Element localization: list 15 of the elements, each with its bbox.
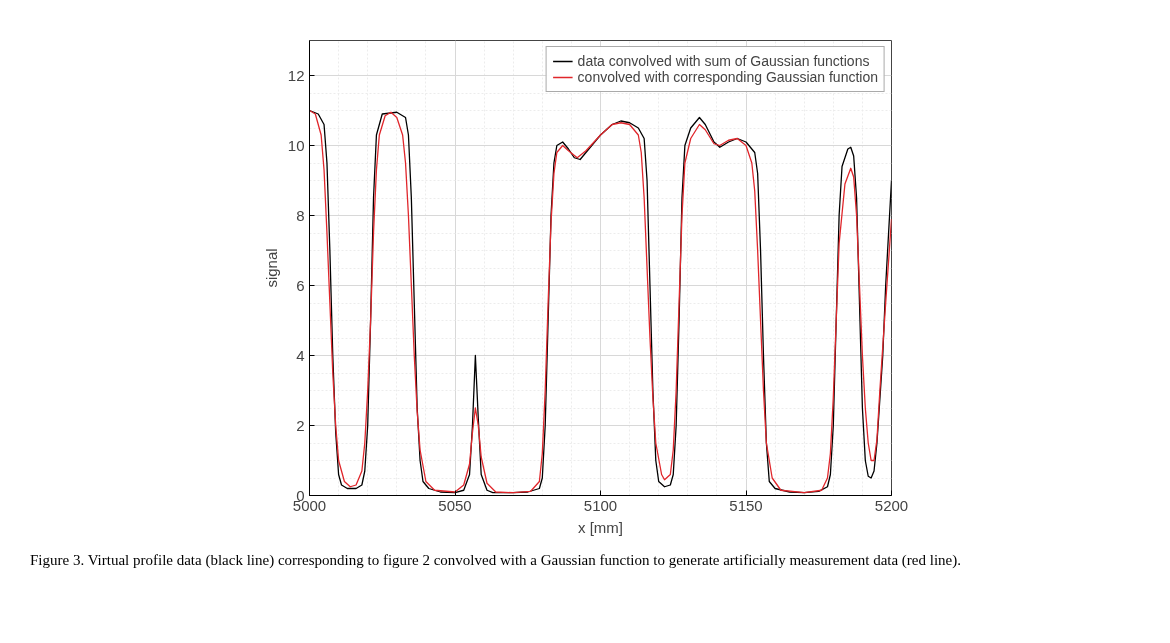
y-axis-title: signal (262, 248, 280, 288)
y-tick-label: 12 (287, 66, 305, 84)
y-tick-label: 10 (287, 136, 305, 154)
y-tick-label: 4 (296, 346, 305, 364)
legend-label: convolved with corresponding Gaussian function (577, 69, 878, 85)
x-tick-label: 5050 (438, 496, 472, 514)
caption: Figure 3. Virtual profile data (black line) corresponding to figure 2 convolved with a Gaussian function to generate artificially measurement data (red line). (30, 551, 962, 570)
y-tick-label: 2 (296, 416, 305, 434)
x-tick-label: 5150 (729, 496, 763, 514)
x-tick-label: 5100 (583, 496, 618, 514)
x-axis-title: x [mm] (578, 518, 623, 536)
y-tick-label: 6 (296, 276, 305, 294)
y-tick-label: 8 (296, 206, 305, 224)
x-tick-label: 5200 (874, 496, 909, 514)
legend-label: data convolved with sum of Gaussian functions (577, 53, 870, 69)
